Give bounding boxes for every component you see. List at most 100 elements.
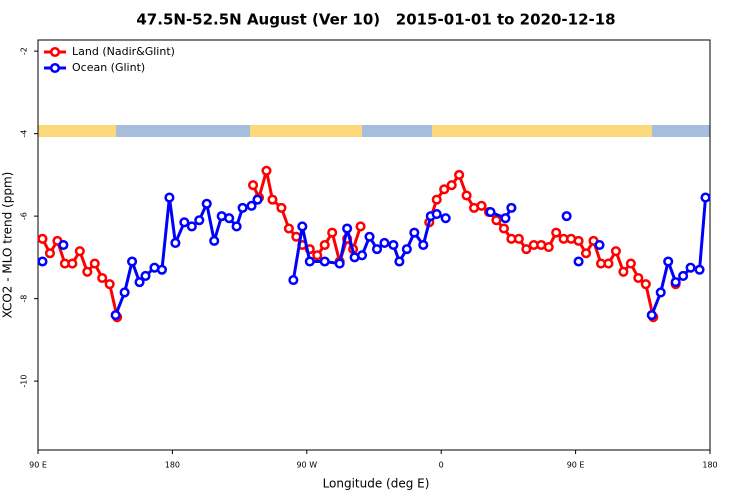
point xyxy=(283,223,294,234)
x-tick-label: 90 E xyxy=(29,461,47,470)
point xyxy=(334,258,345,269)
point xyxy=(127,256,138,267)
point xyxy=(89,258,100,269)
point xyxy=(625,258,636,269)
x-tick-label: 0 xyxy=(439,461,444,470)
plot-frame xyxy=(37,39,711,451)
point xyxy=(252,194,263,205)
point xyxy=(319,239,330,251)
point xyxy=(476,200,487,211)
point xyxy=(170,237,181,248)
point xyxy=(97,272,108,284)
point xyxy=(288,275,299,286)
point xyxy=(319,256,330,267)
point xyxy=(261,165,272,176)
point xyxy=(685,262,696,273)
legend-marker xyxy=(49,62,61,74)
x-axis-title: Longitude (deg E) xyxy=(323,477,430,491)
point xyxy=(485,206,496,218)
point xyxy=(246,200,257,211)
point xyxy=(431,194,442,205)
point xyxy=(110,310,121,321)
land-ocean-strip xyxy=(38,125,710,137)
point xyxy=(104,279,115,290)
point xyxy=(418,239,429,251)
point xyxy=(440,213,451,224)
point xyxy=(446,180,457,191)
point xyxy=(498,223,509,234)
point xyxy=(513,233,524,244)
point xyxy=(646,310,657,321)
point xyxy=(67,258,78,269)
point xyxy=(247,180,259,191)
point xyxy=(694,264,705,275)
point xyxy=(401,244,412,255)
point xyxy=(156,264,167,275)
point xyxy=(82,266,93,277)
land-strip xyxy=(38,125,116,137)
point xyxy=(237,202,248,213)
land-strip xyxy=(432,125,652,137)
legend-marker xyxy=(49,46,61,58)
point xyxy=(506,202,517,213)
point xyxy=(655,287,666,298)
point xyxy=(37,233,48,244)
point xyxy=(640,279,651,290)
y-tick-label: -8 xyxy=(20,295,29,303)
point xyxy=(670,277,681,288)
point xyxy=(327,227,338,238)
point xyxy=(573,235,584,246)
point xyxy=(633,272,644,284)
point xyxy=(610,246,621,257)
x-tick-label: 180 xyxy=(165,461,180,470)
land-strip xyxy=(250,125,362,137)
point xyxy=(209,235,220,246)
point xyxy=(561,211,572,222)
point xyxy=(44,248,55,259)
point xyxy=(186,221,197,232)
legend-label: Ocean (Glint) xyxy=(72,61,145,74)
point xyxy=(355,221,366,232)
y-tick-label: -10 xyxy=(20,375,29,388)
y-tick-label: -4 xyxy=(20,130,29,138)
point xyxy=(700,192,711,203)
point xyxy=(276,202,287,213)
x-tick-label: 180 xyxy=(702,461,717,470)
point xyxy=(371,244,383,255)
point xyxy=(312,250,323,261)
point xyxy=(164,192,175,203)
point xyxy=(618,266,629,277)
point xyxy=(297,221,308,232)
point xyxy=(58,239,69,251)
point xyxy=(224,213,235,224)
point xyxy=(74,246,85,257)
point xyxy=(594,239,605,251)
point xyxy=(543,242,554,253)
point xyxy=(201,198,212,209)
point xyxy=(342,223,353,234)
point xyxy=(521,244,532,255)
y-tick-label: -2 xyxy=(20,47,29,55)
point xyxy=(439,184,450,195)
legend-label: Land (Nadir&Glint) xyxy=(72,45,175,58)
x-tick-label: 90 E xyxy=(567,461,585,470)
point xyxy=(140,270,151,281)
point xyxy=(379,237,390,248)
point xyxy=(267,194,278,205)
point xyxy=(364,231,375,242)
point xyxy=(388,239,399,251)
point xyxy=(357,250,368,261)
point xyxy=(37,256,48,267)
point xyxy=(179,217,190,228)
point xyxy=(119,287,130,298)
y-axis-title: XCO2 - MLO trend (ppm) xyxy=(1,172,15,319)
point xyxy=(194,215,205,226)
point xyxy=(134,277,145,288)
point xyxy=(573,256,584,267)
y-tick-label: -6 xyxy=(20,212,29,220)
point xyxy=(461,190,472,201)
point xyxy=(551,227,562,238)
point xyxy=(454,169,465,180)
point xyxy=(581,248,592,259)
chart-title: 47.5N-52.5N August (Ver 10) 2015-01-01 t… xyxy=(136,11,615,29)
